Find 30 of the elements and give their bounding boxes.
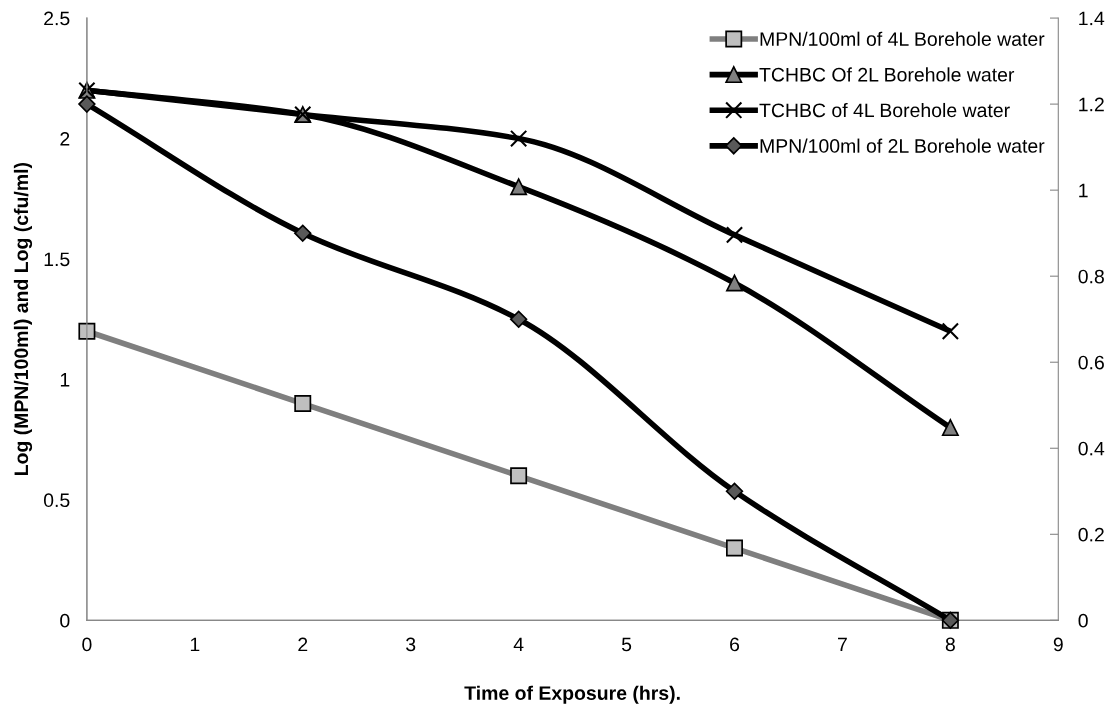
y2-tick-label: 1.4 bbox=[1079, 11, 1105, 26]
x-tick-label: 6 bbox=[730, 637, 740, 652]
legend-label: TCHBC Of 2L Borehole water bbox=[759, 67, 1015, 82]
x-tick-label: 5 bbox=[621, 637, 632, 652]
x-tick-label: 2 bbox=[298, 637, 308, 652]
legend-label: MPN/100ml of 4L Borehole water bbox=[760, 31, 1045, 46]
x-tick-label: 4 bbox=[513, 637, 524, 652]
y2-tick-label: 1.2 bbox=[1079, 97, 1104, 112]
legend-label: TCHBC of 4L Borehole water bbox=[759, 102, 1010, 118]
x-tick-label: 9 bbox=[1053, 637, 1063, 652]
y-tick-label: 2 bbox=[60, 131, 70, 146]
y2-tick-label: 0.6 bbox=[1078, 355, 1104, 370]
y2-tick-label: 0 bbox=[1078, 613, 1088, 628]
x-tick-label: 7 bbox=[838, 637, 847, 652]
legend-label: MPN/100ml of 2L Borehole water bbox=[760, 138, 1045, 153]
x-tick-label: 1 bbox=[190, 637, 200, 652]
y-tick-label: 2.5 bbox=[44, 11, 70, 26]
y-tick-label: 1.5 bbox=[44, 252, 70, 267]
x-tick-label: 8 bbox=[945, 637, 955, 652]
y-tick-label: 1 bbox=[60, 373, 70, 387]
y2-tick-label: 1 bbox=[1079, 183, 1088, 198]
y2-tick-label: 0.4 bbox=[1078, 441, 1105, 456]
x-tick-label: 0 bbox=[82, 637, 92, 652]
x-axis-title: Time of Exposure (hrs). bbox=[464, 685, 680, 704]
x-tick-label: 3 bbox=[406, 637, 416, 652]
y-tick-label: 0.5 bbox=[43, 493, 70, 508]
y2-tick-label: 0.8 bbox=[1078, 269, 1104, 284]
y-tick-label: 0 bbox=[60, 613, 70, 628]
y2-tick-label: 0.2 bbox=[1078, 527, 1104, 542]
y-axis-title: Log (MPN/100ml) and Log (cfu/ml) bbox=[13, 162, 33, 476]
